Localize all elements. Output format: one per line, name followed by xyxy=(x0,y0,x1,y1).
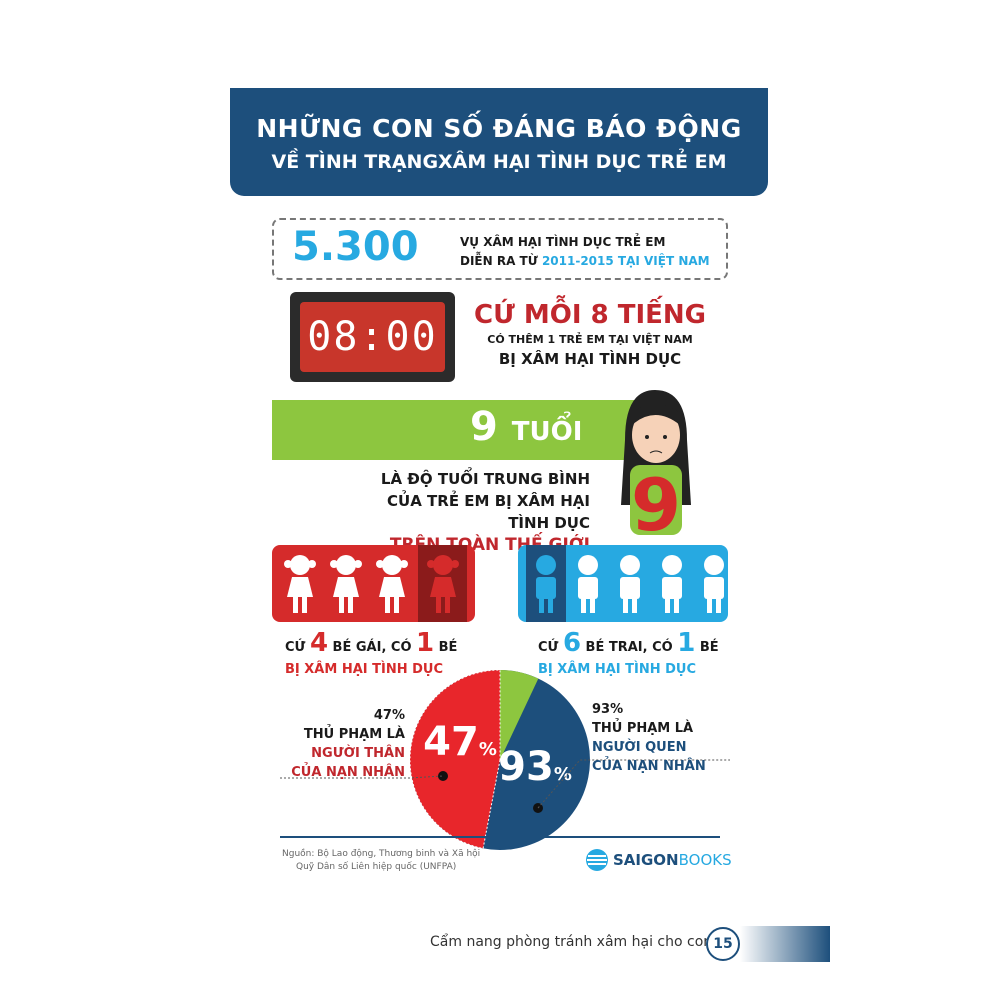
pie-acquaintances-pct: 93 xyxy=(498,744,554,790)
girl-figure-icon xyxy=(326,553,366,615)
pie-acquaintances-sign: % xyxy=(554,764,572,785)
relatives-line-2: NGƯỜI THÂN xyxy=(311,746,405,761)
footer-gradient-bar xyxy=(740,926,830,962)
cases-description: VỤ XÂM HẠI TÌNH DỤC TRẺ EM DIỄN RA TỪ 20… xyxy=(460,233,710,271)
girls-n: 4 xyxy=(309,628,329,658)
girl-figure-icon xyxy=(280,553,320,615)
age-description: LÀ ĐỘ TUỔI TRUNG BÌNH CỦA TRẺ EM BỊ XÂM … xyxy=(360,468,590,556)
boys-caption: CỨ 6 BÉ TRAI, CÓ 1 BÉ BỊ XÂM HẠI TÌNH DỤ… xyxy=(538,630,719,681)
age-band xyxy=(272,400,642,460)
clock-display: 08:00 xyxy=(300,302,445,372)
boys-mid: BÉ TRAI, CÓ xyxy=(581,640,678,655)
acquaintances-line-3: CỦA NẠN NHÂN xyxy=(592,759,706,774)
source-note: Nguồn: Bộ Lao động, Thương binh và Xã hộ… xyxy=(282,848,480,874)
boys-caption-line-1: CỨ 6 BÉ TRAI, CÓ 1 BÉ xyxy=(538,630,719,659)
cases-line-2: DIỄN RA TỪ 2011-2015 TẠI VIỆT NAM xyxy=(460,252,710,271)
pie-relatives-slice xyxy=(409,669,501,849)
cases-prefix: DIỄN RA TỪ xyxy=(460,254,542,268)
pie-relatives-dot xyxy=(438,771,448,781)
boy-figure-icon-highlighted xyxy=(526,545,566,622)
girls-caption-line-2: BỊ XÂM HẠI TÌNH DỤC xyxy=(285,662,443,677)
age-line-1: LÀ ĐỘ TUỔI TRUNG BÌNH xyxy=(380,470,590,488)
cases-line-1: VỤ XÂM HẠI TÌNH DỤC TRẺ EM xyxy=(460,235,666,249)
boy-figure-icon xyxy=(694,553,734,615)
logo-text-light: BOOKS xyxy=(678,851,732,869)
age-line-2: CỦA TRẺ EM BỊ XÂM HẠI TÌNH DỤC xyxy=(387,492,590,532)
saigonbooks-logo: SAIGON BOOKS xyxy=(585,848,732,872)
logo-text-bold: SAIGON xyxy=(613,851,679,869)
boy-figure-icon xyxy=(610,553,650,615)
boys-post: BÉ xyxy=(695,640,719,655)
book-title: Cẩm nang phòng tránh xâm hại cho con xyxy=(430,934,713,950)
divider xyxy=(280,836,720,838)
girls-k: 1 xyxy=(416,628,435,658)
boys-n: 6 xyxy=(562,628,582,658)
girls-pre: CỨ xyxy=(285,640,310,655)
page-number: 15 xyxy=(706,927,740,961)
cases-number: 5.300 xyxy=(292,224,419,270)
title-line-1: NHỮNG CON SỐ ĐÁNG BÁO ĐỘNG xyxy=(256,114,742,143)
average-age: 9 TUỔI xyxy=(470,404,582,450)
frequency-text: CỨ MỖI 8 TIẾNG CÓ THÊM 1 TRẺ EM TẠI VIỆT… xyxy=(470,300,710,368)
boy-figure-icon xyxy=(736,553,776,615)
girls-panel xyxy=(272,545,475,622)
pie-relatives-label: 47% xyxy=(423,719,497,765)
relatives-line-1: THỦ PHẠM LÀ xyxy=(303,727,405,742)
pie-relatives-pct: 47 xyxy=(423,719,479,765)
clock-icon: 08:00 xyxy=(290,292,455,382)
relatives-label: 47% THỦ PHẠM LÀ NGƯỜI THÂN CỦA NẠN NHÂN xyxy=(270,706,405,782)
stat-box-dashed xyxy=(272,218,728,280)
girls-post: BÉ xyxy=(434,640,458,655)
relatives-line-3: CỦA NẠN NHÂN xyxy=(291,765,405,780)
cases-period: 2011-2015 TẠI VIỆT NAM xyxy=(541,254,710,268)
frequency-line-2: BỊ XÂM HẠI TÌNH DỤC xyxy=(498,350,682,368)
girls-caption-line-1: CỨ 4 BÉ GÁI, CÓ 1 BÉ xyxy=(285,630,458,659)
age-number: 9 xyxy=(470,404,498,450)
globe-logo-icon xyxy=(586,849,608,871)
age-unit: TUỔI xyxy=(511,417,583,447)
acquaintances-label: 93% THỦ PHẠM LÀ NGƯỜI QUEN CỦA NẠN NHÂN xyxy=(592,700,706,776)
girls-mid: BÉ GÁI, CÓ xyxy=(328,640,417,655)
girl-number: 9 xyxy=(631,463,681,540)
perpetrator-pie: 47% 93% xyxy=(280,669,730,850)
boys-panel xyxy=(518,545,766,622)
relatives-value: 47% xyxy=(373,708,405,723)
leader-line-left xyxy=(280,775,444,779)
acquaintances-line-2: NGƯỜI QUEN xyxy=(592,740,687,755)
pie-acquaintances-label: 93% xyxy=(498,744,572,790)
girl-illustration-icon: 9 xyxy=(621,390,691,540)
boy-figure-icon xyxy=(652,553,692,615)
boys-k: 1 xyxy=(677,628,696,658)
acquaintances-value: 93% xyxy=(592,702,624,717)
source-line-2: Quỹ Dân số Liên hiệp quốc (UNFPA) xyxy=(296,862,457,872)
girl-figure-icon xyxy=(372,553,412,615)
title-banner: NHỮNG CON SỐ ĐÁNG BÁO ĐỘNG VỀ TÌNH TRẠNG… xyxy=(230,88,768,196)
frequency-line-1: CÓ THÊM 1 TRẺ EM TẠI VIỆT NAM xyxy=(487,333,693,346)
girls-caption: CỨ 4 BÉ GÁI, CÓ 1 BÉ BỊ XÂM HẠI TÌNH DỤC xyxy=(285,630,458,681)
pie-relatives-sign: % xyxy=(479,739,497,760)
source-line-1: Nguồn: Bộ Lao động, Thương binh và Xã hộ… xyxy=(282,849,481,859)
boy-figure-icon xyxy=(568,553,608,615)
pie-other-slice xyxy=(500,670,539,760)
boys-caption-line-2: BỊ XÂM HẠI TÌNH DỤC xyxy=(538,662,696,677)
frequency-headline: CỨ MỖI 8 TIẾNG xyxy=(474,300,706,330)
boys-pre: CỨ xyxy=(538,640,563,655)
girl-figure-icon-highlighted xyxy=(418,545,467,622)
title-line-2: VỀ TÌNH TRẠNGXÂM HẠI TÌNH DỤC TRẺ EM xyxy=(271,151,727,173)
acquaintances-line-1: THỦ PHẠM LÀ xyxy=(592,721,694,736)
leader-line-right xyxy=(537,759,730,809)
